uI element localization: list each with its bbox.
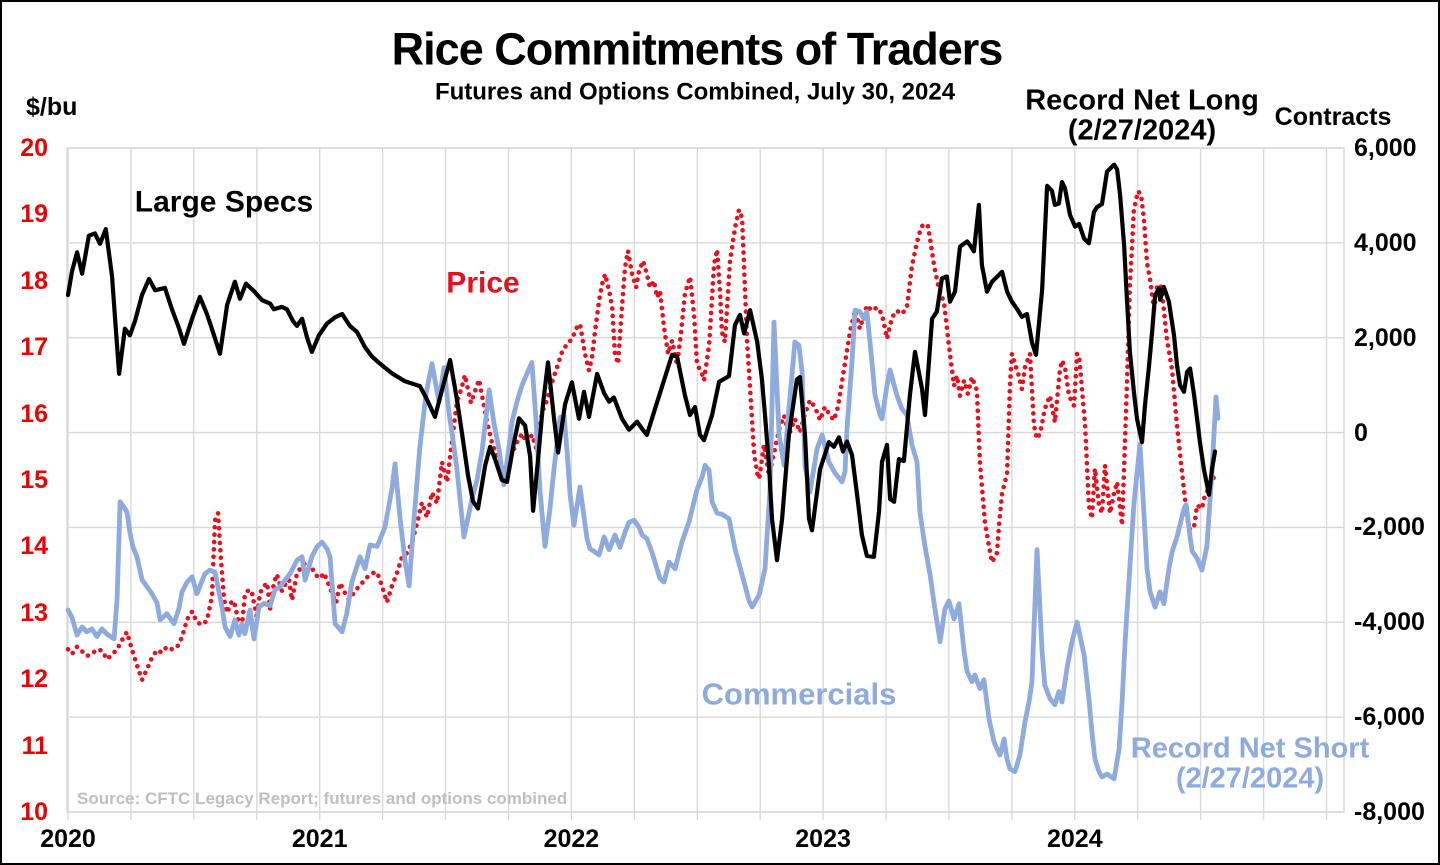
left-axis-tick-12: 12: [20, 665, 48, 694]
right-axis-tick-4,000: 4,000: [1354, 228, 1417, 257]
series-commercials: [65, 307, 1221, 782]
chart-subtitle: Futures and Options Combined, July 30, 2…: [434, 78, 956, 106]
series-price: [65, 186, 1217, 687]
right-axis-tick--8,000: -8,000: [1354, 797, 1425, 826]
x-axis-tick-2022: 2022: [543, 825, 600, 853]
left-axis-unit-label: $/bu: [26, 93, 78, 121]
left-axis-tick-20: 20: [20, 133, 48, 162]
record-net-short-line1: Record Net Short: [1130, 732, 1370, 765]
left-axis-tick-13: 13: [20, 598, 48, 627]
record-net-short-annotation: Record Net Short (2/27/2024): [1130, 732, 1370, 795]
left-axis-tick-11: 11: [21, 731, 48, 760]
x-axis-tick-2020: 2020: [40, 825, 96, 853]
large-specs-series-label: Large Specs: [134, 185, 314, 219]
right-axis-tick--6,000: -6,000: [1354, 702, 1425, 731]
record-net-long-annotation: Record Net Long (2/27/2024): [1025, 84, 1259, 147]
left-axis-tick-18: 18: [20, 266, 48, 295]
right-axis-unit-label: Contracts: [1274, 102, 1392, 131]
right-axis-tick-0: 0: [1354, 418, 1368, 447]
x-axis-tick-2021: 2021: [291, 825, 348, 853]
commercials-series-label: Commercials: [701, 676, 897, 712]
left-axis-tick-19: 19: [20, 200, 48, 229]
right-axis-tick-6,000: 6,000: [1354, 133, 1417, 162]
x-axis-tick-2023: 2023: [795, 825, 851, 853]
price-series-label: Price: [446, 266, 520, 300]
left-axis-tick-16: 16: [20, 399, 48, 428]
left-axis-tick-15: 15: [20, 465, 48, 494]
right-axis-tick--2,000: -2,000: [1354, 513, 1425, 542]
left-axis-tick-10: 10: [20, 797, 48, 826]
series-large-specs: [65, 162, 1218, 563]
right-axis-tick--4,000: -4,000: [1354, 608, 1425, 637]
left-axis-tick-14: 14: [20, 532, 48, 561]
x-axis-tick-2024: 2024: [1046, 825, 1103, 853]
source-note: Source: CFTC Legacy Report; futures and …: [77, 789, 568, 808]
right-axis-tick-2,000: 2,000: [1354, 323, 1417, 352]
record-net-long-line1: Record Net Long: [1025, 84, 1259, 117]
left-axis-tick-17: 17: [20, 333, 48, 362]
record-net-short-line2: (2/27/2024): [1175, 763, 1325, 795]
record-net-long-line2: (2/27/2024): [1067, 115, 1217, 147]
chart-title: Rice Commitments of Traders: [391, 23, 1004, 75]
